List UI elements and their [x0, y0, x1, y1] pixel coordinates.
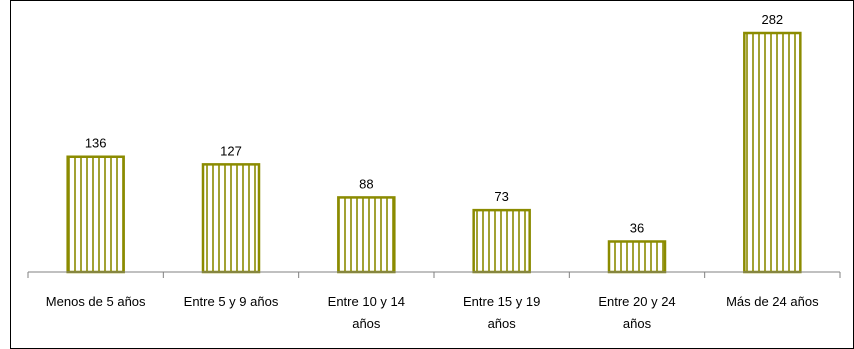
- x-axis-ticks: [27, 272, 841, 278]
- category-label: Entre 5 y 9 años: [184, 294, 279, 309]
- value-labels-group: 136 127 88 73 36 282: [85, 12, 783, 235]
- bar-value-label: 36: [630, 220, 644, 235]
- bar-value-label: 136: [85, 136, 107, 151]
- bar-value-label: 127: [220, 143, 242, 158]
- bar-value-label: 88: [359, 176, 373, 191]
- bar: [201, 163, 261, 274]
- bar-value-label: 73: [494, 189, 508, 204]
- bar: [607, 240, 667, 274]
- bar: [472, 208, 531, 274]
- bars-group: [66, 31, 802, 274]
- category-label: Más de 24 años: [726, 294, 819, 309]
- bar: [66, 155, 125, 274]
- category-label: Entre 10 y 14 años: [328, 294, 405, 331]
- category-label: Entre 15 y 19 años: [463, 294, 540, 331]
- bar: [337, 196, 396, 274]
- bar: [743, 31, 802, 274]
- category-labels-group: Menos de 5 años Entre 5 y 9 años Entre 10 …: [46, 294, 819, 331]
- category-label: Menos de 5 años: [46, 294, 146, 309]
- bar-value-label: 282: [761, 12, 783, 27]
- category-label: Entre 20 y 24 años: [598, 294, 675, 331]
